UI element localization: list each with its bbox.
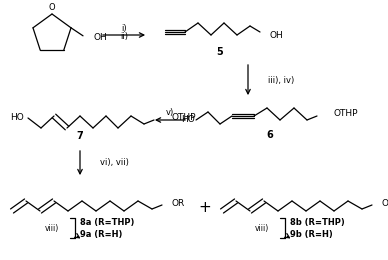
Text: OTHP: OTHP — [171, 113, 196, 121]
Text: OH: OH — [270, 30, 284, 40]
Text: 8a (R=THP): 8a (R=THP) — [80, 218, 134, 226]
Text: HO: HO — [10, 114, 24, 122]
Text: ii): ii) — [120, 31, 128, 41]
Text: vi), vii): vi), vii) — [100, 159, 129, 167]
Text: 5: 5 — [217, 47, 223, 57]
Text: OTHP: OTHP — [334, 108, 359, 118]
Text: iii), iv): iii), iv) — [268, 75, 294, 84]
Text: viii): viii) — [255, 224, 269, 232]
Text: 6: 6 — [267, 130, 274, 140]
Text: +: + — [199, 200, 211, 216]
Text: v): v) — [166, 108, 174, 118]
Text: OR: OR — [172, 198, 185, 207]
Text: 8b (R=THP): 8b (R=THP) — [290, 218, 345, 226]
Text: OR: OR — [382, 198, 388, 207]
Text: HO: HO — [181, 115, 195, 125]
Text: i): i) — [121, 23, 127, 32]
Text: viii): viii) — [45, 224, 59, 232]
Text: 7: 7 — [76, 131, 83, 141]
Text: 9b (R=H): 9b (R=H) — [290, 230, 333, 238]
Text: 9a (R=H): 9a (R=H) — [80, 230, 122, 238]
Text: O: O — [48, 3, 55, 11]
Text: OH: OH — [93, 33, 107, 42]
